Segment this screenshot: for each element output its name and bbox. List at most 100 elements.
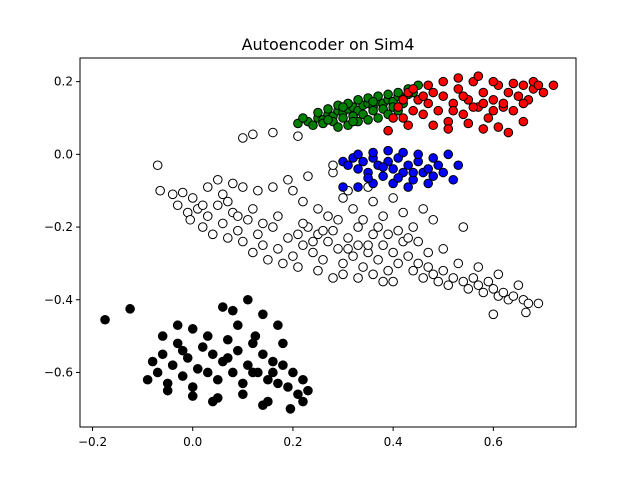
data-point xyxy=(258,349,268,360)
data-point xyxy=(363,240,373,251)
data-point xyxy=(303,385,313,396)
data-point xyxy=(408,167,418,178)
data-point xyxy=(197,342,208,352)
data-point xyxy=(353,182,363,192)
data-point xyxy=(217,302,228,312)
data-point xyxy=(223,196,233,207)
data-point xyxy=(167,360,178,371)
data-point xyxy=(548,80,559,91)
data-point xyxy=(448,105,459,116)
data-point xyxy=(303,171,313,181)
data-point xyxy=(273,244,283,254)
data-point xyxy=(348,251,358,261)
data-point xyxy=(478,87,489,98)
data-point xyxy=(253,185,263,196)
data-point xyxy=(488,105,499,116)
data-point xyxy=(413,258,423,269)
data-point xyxy=(212,200,223,211)
data-point xyxy=(393,173,403,183)
data-point xyxy=(318,254,328,265)
data-point xyxy=(378,211,388,221)
data-point xyxy=(413,149,423,160)
data-point xyxy=(383,145,393,156)
data-point xyxy=(192,364,203,374)
data-point xyxy=(488,284,499,294)
data-point xyxy=(358,214,368,225)
data-point xyxy=(298,218,308,229)
data-point xyxy=(238,182,248,192)
chart-title: Autoencoder on Sim4 xyxy=(242,35,415,54)
data-point xyxy=(463,284,474,294)
data-point xyxy=(263,254,273,265)
data-point xyxy=(172,320,183,331)
data-point xyxy=(448,174,459,185)
data-point xyxy=(273,211,283,221)
data-point xyxy=(323,115,333,125)
plot-frame xyxy=(79,57,577,428)
data-point xyxy=(338,113,348,123)
data-point xyxy=(248,204,258,214)
data-point xyxy=(478,287,489,298)
data-point xyxy=(293,262,303,272)
data-point xyxy=(323,104,333,114)
data-point xyxy=(258,400,268,410)
data-point xyxy=(228,367,238,378)
points-layer xyxy=(100,71,559,414)
data-point xyxy=(423,178,434,189)
data-point xyxy=(438,265,449,276)
data-point xyxy=(523,298,534,309)
data-point xyxy=(328,225,338,236)
data-point xyxy=(268,356,278,367)
data-point xyxy=(423,247,434,258)
data-point xyxy=(217,218,228,229)
data-point xyxy=(288,185,298,196)
data-point xyxy=(453,258,464,269)
data-point xyxy=(187,391,198,401)
x-tick-label: 0.0 xyxy=(183,435,202,449)
data-point xyxy=(438,244,449,254)
data-point xyxy=(518,116,529,127)
data-point xyxy=(358,156,368,167)
data-point xyxy=(453,73,464,83)
data-point xyxy=(378,162,388,172)
data-point xyxy=(368,96,378,107)
data-point xyxy=(162,385,173,396)
data-point xyxy=(453,84,464,94)
data-point xyxy=(458,276,469,287)
data-point xyxy=(533,80,544,91)
data-point xyxy=(418,204,428,214)
data-point xyxy=(403,182,413,192)
data-point xyxy=(418,273,428,283)
data-point xyxy=(223,353,233,363)
data-point xyxy=(493,122,504,132)
data-point xyxy=(187,382,198,392)
data-point xyxy=(478,98,489,109)
data-point xyxy=(157,349,168,360)
data-point xyxy=(212,374,223,385)
data-point xyxy=(403,120,413,131)
data-point xyxy=(197,222,208,232)
data-point xyxy=(273,320,283,331)
data-point xyxy=(363,173,373,183)
data-point xyxy=(233,320,243,331)
data-point xyxy=(177,187,188,198)
data-point xyxy=(298,240,308,251)
data-point xyxy=(443,124,454,134)
data-point xyxy=(508,105,519,116)
data-point xyxy=(268,182,278,192)
data-point xyxy=(408,105,418,116)
data-point xyxy=(373,222,383,232)
data-point xyxy=(518,98,529,109)
data-point xyxy=(428,214,439,225)
data-point xyxy=(338,258,348,269)
data-point xyxy=(167,189,178,200)
data-point xyxy=(423,262,434,272)
data-point xyxy=(383,125,393,136)
data-point xyxy=(428,171,439,181)
data-point xyxy=(513,280,524,291)
data-point xyxy=(202,211,213,221)
data-point xyxy=(293,389,303,400)
data-point xyxy=(233,211,243,221)
data-point xyxy=(328,160,338,171)
